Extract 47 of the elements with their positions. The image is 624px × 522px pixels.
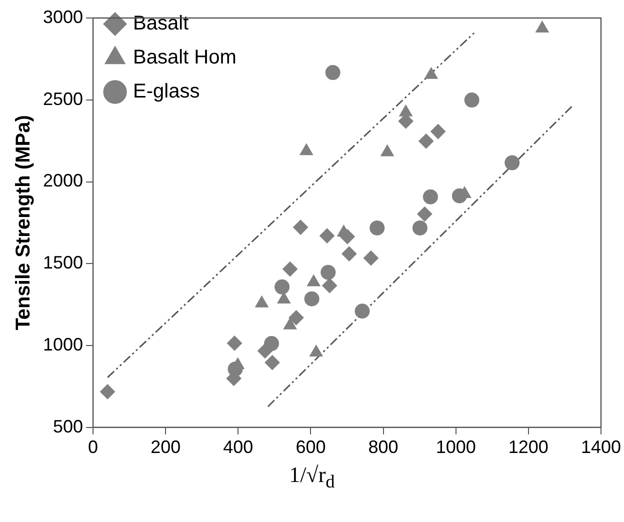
point <box>310 345 323 357</box>
legend-label: E-glass <box>133 80 200 103</box>
point <box>464 92 480 108</box>
point <box>342 246 357 262</box>
point <box>282 262 298 277</box>
point <box>322 278 338 294</box>
point <box>422 189 438 204</box>
point <box>304 291 320 306</box>
x-axis-title: 1/√r$_{d}$ <box>288 462 336 492</box>
point <box>227 336 242 351</box>
x-tick-label: 600 <box>296 437 326 458</box>
y-tick-label: 2000 <box>42 170 84 191</box>
point <box>363 250 378 266</box>
point <box>430 124 446 139</box>
x-tick-label: 0 <box>88 437 98 458</box>
point <box>300 144 313 156</box>
y-tick-label: 2500 <box>42 88 84 109</box>
x-tick-label: 1000 <box>436 437 476 458</box>
point <box>417 206 432 222</box>
point <box>418 134 434 149</box>
point <box>100 384 116 400</box>
point <box>274 279 290 294</box>
point <box>293 220 308 235</box>
point <box>264 355 280 370</box>
point <box>340 229 355 244</box>
point <box>370 220 385 236</box>
x-tick-label: 1200 <box>508 437 548 458</box>
x-tick-label: 1400 <box>580 437 621 458</box>
x-tick-label: 200 <box>150 437 181 458</box>
y-tick-label: 500 <box>52 416 84 436</box>
point <box>277 292 290 304</box>
x-tick-label: 400 <box>223 437 254 458</box>
point <box>320 264 336 280</box>
legend-label: Basalt Hom <box>133 46 236 69</box>
y-tick-label: 3000 <box>42 6 84 27</box>
point <box>325 65 340 80</box>
point <box>288 310 304 326</box>
legend-label: Basalt <box>133 12 190 35</box>
y-tick-label: 1500 <box>42 252 84 273</box>
point <box>258 343 273 358</box>
point <box>504 155 520 170</box>
point <box>412 220 428 236</box>
x-tick-label: 800 <box>368 437 398 458</box>
point <box>354 304 370 319</box>
y-tick-label: 1000 <box>42 334 84 354</box>
point <box>320 228 335 244</box>
y-axis-title: Tensile Strength (MPa) <box>12 115 35 330</box>
